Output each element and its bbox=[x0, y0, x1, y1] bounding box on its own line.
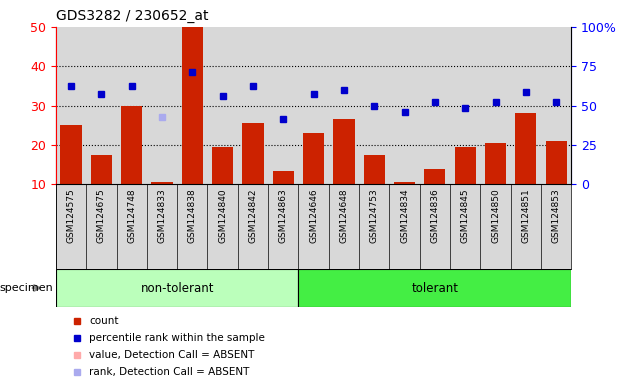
Text: GSM124840: GSM124840 bbox=[218, 189, 227, 243]
Text: GSM124646: GSM124646 bbox=[309, 189, 318, 243]
Bar bbox=[182, 27, 203, 184]
Bar bbox=[303, 133, 324, 184]
Text: non-tolerant: non-tolerant bbox=[140, 281, 214, 295]
Bar bbox=[455, 147, 476, 184]
Text: GSM124851: GSM124851 bbox=[522, 189, 530, 243]
Bar bbox=[212, 147, 233, 184]
Text: GSM124838: GSM124838 bbox=[188, 189, 197, 243]
Text: GSM124575: GSM124575 bbox=[66, 189, 76, 243]
Bar bbox=[56, 269, 299, 307]
Text: GSM124753: GSM124753 bbox=[369, 189, 379, 243]
Bar bbox=[273, 170, 294, 184]
Text: value, Detection Call = ABSENT: value, Detection Call = ABSENT bbox=[89, 350, 255, 360]
Text: GSM124675: GSM124675 bbox=[97, 189, 106, 243]
Bar bbox=[546, 141, 567, 184]
Text: GSM124863: GSM124863 bbox=[279, 189, 288, 243]
Bar bbox=[394, 182, 415, 184]
Bar bbox=[515, 114, 537, 184]
Bar bbox=[242, 123, 263, 184]
Text: specimen: specimen bbox=[0, 283, 53, 293]
Bar bbox=[152, 182, 173, 184]
Bar bbox=[424, 169, 445, 184]
Bar bbox=[121, 106, 142, 184]
Text: GSM124850: GSM124850 bbox=[491, 189, 500, 243]
Text: GDS3282 / 230652_at: GDS3282 / 230652_at bbox=[56, 9, 209, 23]
Text: GSM124648: GSM124648 bbox=[340, 189, 348, 243]
Text: GSM124834: GSM124834 bbox=[400, 189, 409, 243]
Bar bbox=[299, 269, 571, 307]
Text: GSM124833: GSM124833 bbox=[158, 189, 166, 243]
Bar bbox=[60, 125, 82, 184]
Bar bbox=[364, 155, 385, 184]
Bar bbox=[333, 119, 355, 184]
Text: GSM124842: GSM124842 bbox=[248, 189, 258, 243]
Text: count: count bbox=[89, 316, 119, 326]
Text: GSM124836: GSM124836 bbox=[430, 189, 440, 243]
Text: GSM124845: GSM124845 bbox=[461, 189, 469, 243]
Bar bbox=[91, 155, 112, 184]
Bar bbox=[485, 143, 506, 184]
Text: tolerant: tolerant bbox=[411, 281, 458, 295]
Text: GSM124853: GSM124853 bbox=[551, 189, 561, 243]
Text: percentile rank within the sample: percentile rank within the sample bbox=[89, 333, 265, 343]
Text: rank, Detection Call = ABSENT: rank, Detection Call = ABSENT bbox=[89, 367, 250, 377]
Text: GSM124748: GSM124748 bbox=[127, 189, 136, 243]
